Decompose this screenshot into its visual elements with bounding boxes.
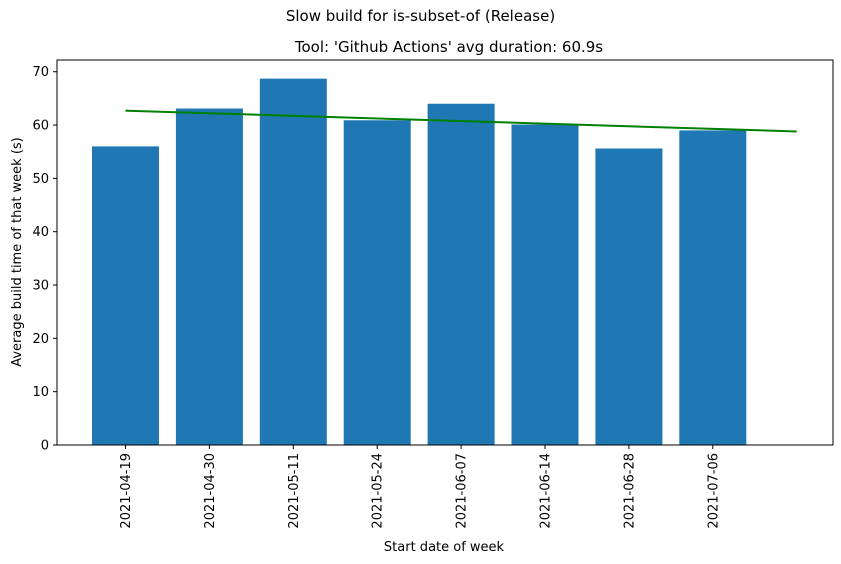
y-tick-label-10: 10 bbox=[32, 385, 49, 400]
plot-area-frame bbox=[56, 59, 834, 446]
bar-2021-06-28 bbox=[595, 148, 663, 445]
x-tick-label-2021-05-24: 2021-05-24 bbox=[371, 453, 386, 529]
trend-line-group bbox=[125, 109, 797, 133]
bar-2021-07-06 bbox=[679, 130, 747, 445]
bar-2021-06-14 bbox=[511, 124, 579, 446]
y-tick-label-70: 70 bbox=[32, 65, 49, 80]
y-tick-label-50: 50 bbox=[32, 172, 49, 187]
x-tick-label-2021-06-07: 2021-06-07 bbox=[455, 453, 470, 529]
y-tick-label-40: 40 bbox=[32, 225, 49, 240]
x-tick-label-2021-06-14: 2021-06-14 bbox=[539, 453, 554, 529]
bar-2021-05-24 bbox=[343, 120, 411, 446]
x-axis-label: Start date of week bbox=[384, 540, 505, 555]
figure-suptitle: Slow build for is-subset-of (Release) bbox=[285, 7, 556, 25]
bar-2021-04-30 bbox=[175, 108, 243, 445]
bars-group bbox=[92, 78, 747, 446]
bar-2021-04-19 bbox=[92, 146, 159, 445]
y-tick-label-60: 60 bbox=[32, 119, 49, 134]
trend-line bbox=[125, 109, 797, 133]
x-tick-label-2021-06-28: 2021-06-28 bbox=[622, 453, 637, 529]
bar-2021-05-11 bbox=[259, 78, 327, 445]
y-tick-label-20: 20 bbox=[32, 332, 49, 347]
x-tick-label-2021-05-11: 2021-05-11 bbox=[287, 453, 302, 529]
y-tick-label-0: 0 bbox=[41, 439, 49, 454]
x-tick-label-2021-04-30: 2021-04-30 bbox=[203, 453, 218, 529]
bar-2021-06-07 bbox=[427, 103, 495, 445]
y-tick-label-30: 30 bbox=[32, 279, 49, 294]
x-axis: 2021-04-19 2021-04-30 2021-05-11 2021-05-24… bbox=[119, 445, 721, 529]
x-tick-label-2021-07-06: 2021-07-06 bbox=[706, 453, 721, 529]
y-axis: 0 10 20 30 40 50 60 70 bbox=[32, 65, 57, 454]
x-tick-label-2021-04-19: 2021-04-19 bbox=[119, 453, 134, 529]
chart-title: Tool: 'Github Actions' avg duration: 60.… bbox=[294, 38, 603, 56]
y-axis-label: Average build time of that week (s) bbox=[10, 137, 25, 367]
